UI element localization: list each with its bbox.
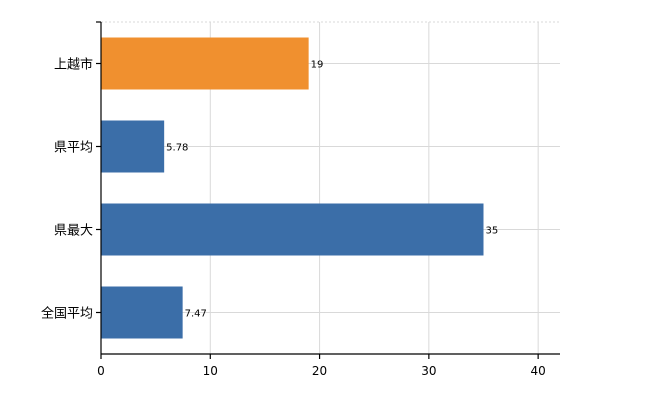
bar-3 [101,286,183,339]
bar-layer [101,37,484,339]
x-tick-label-10: 10 [203,364,218,378]
data-label-3: 7.47 [185,309,207,320]
x-tick-label-0: 0 [97,364,105,378]
y-tick-label-2: 県最大 [54,224,93,239]
x-tick-label-30: 30 [421,364,436,378]
grid-layer [101,21,560,354]
y-tick-label-1: 県平均 [54,141,93,156]
x-tick-label-40: 40 [531,364,546,378]
data-label-2: 35 [486,226,499,237]
axis-layer [96,21,560,359]
y-tick-label-3: 全国平均 [41,306,93,322]
bar-2 [101,203,484,256]
bar-0 [101,37,309,90]
bar-1 [101,120,165,173]
y-tick-label-0: 上越市 [54,57,93,73]
data-label-0: 19 [311,60,324,71]
x-tick-label-20: 20 [312,364,327,378]
data-label-1: 5.78 [166,143,188,154]
